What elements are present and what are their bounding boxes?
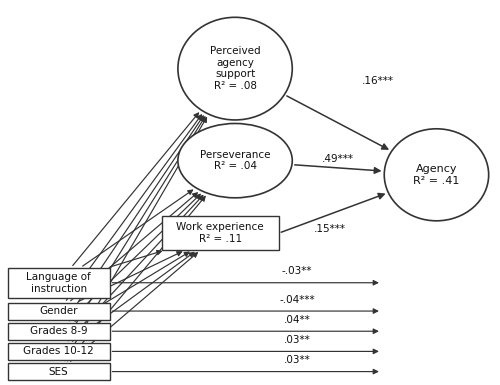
Text: Grades 8-9: Grades 8-9 (30, 326, 88, 336)
FancyBboxPatch shape (8, 343, 110, 360)
Text: -.03**: -.03** (282, 266, 312, 276)
FancyBboxPatch shape (8, 268, 110, 298)
Text: .16***: .16*** (362, 76, 394, 86)
Text: .03**: .03** (284, 335, 310, 345)
Ellipse shape (178, 17, 292, 120)
Ellipse shape (178, 124, 292, 198)
Text: Work experience
R² = .11: Work experience R² = .11 (176, 223, 264, 244)
FancyBboxPatch shape (162, 216, 278, 250)
FancyBboxPatch shape (8, 363, 110, 380)
Text: Perceived
agency
support
R² = .08: Perceived agency support R² = .08 (210, 46, 260, 91)
Text: .04**: .04** (284, 315, 310, 325)
Text: -.04***: -.04*** (280, 295, 315, 305)
Text: Grades 10-12: Grades 10-12 (23, 346, 94, 357)
Text: .49***: .49*** (322, 154, 354, 164)
Text: Agency
R² = .41: Agency R² = .41 (414, 164, 460, 186)
Text: Perseverance
R² = .04: Perseverance R² = .04 (200, 150, 270, 171)
FancyBboxPatch shape (8, 323, 110, 340)
Text: SES: SES (48, 367, 68, 377)
Text: Language of
instruction: Language of instruction (26, 272, 91, 293)
FancyBboxPatch shape (8, 303, 110, 320)
Text: .03**: .03** (284, 355, 310, 365)
Text: .15***: .15*** (314, 224, 346, 234)
Ellipse shape (384, 129, 488, 221)
Text: Gender: Gender (40, 306, 78, 316)
